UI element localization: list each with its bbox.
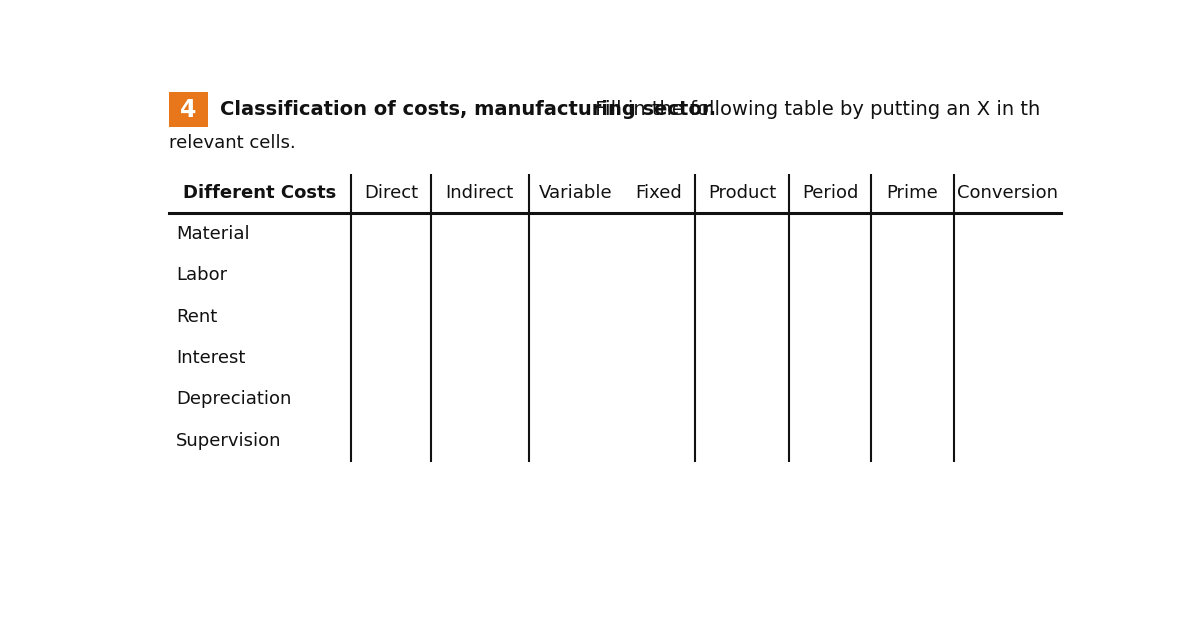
FancyBboxPatch shape: [168, 92, 208, 127]
Text: Labor: Labor: [176, 266, 227, 284]
Text: Period: Period: [802, 184, 858, 202]
Text: Different Costs: Different Costs: [184, 184, 336, 202]
Text: Supervision: Supervision: [176, 432, 282, 450]
Text: Classification of costs, manufacturing sector.: Classification of costs, manufacturing s…: [220, 100, 716, 119]
Text: Fixed: Fixed: [636, 184, 683, 202]
Text: Variable: Variable: [539, 184, 612, 202]
Text: Rent: Rent: [176, 307, 217, 325]
Text: 4: 4: [180, 98, 197, 122]
Text: Direct: Direct: [364, 184, 418, 202]
Text: Indirect: Indirect: [445, 184, 514, 202]
Text: Product: Product: [708, 184, 776, 202]
Text: Depreciation: Depreciation: [176, 391, 292, 408]
Text: Conversion: Conversion: [958, 184, 1058, 202]
Text: Prime: Prime: [887, 184, 938, 202]
Text: relevant cells.: relevant cells.: [168, 134, 295, 152]
Text: Material: Material: [176, 224, 250, 243]
Text: Interest: Interest: [176, 349, 246, 367]
Text: Fill in the following table by putting an X in th: Fill in the following table by putting a…: [589, 100, 1040, 119]
